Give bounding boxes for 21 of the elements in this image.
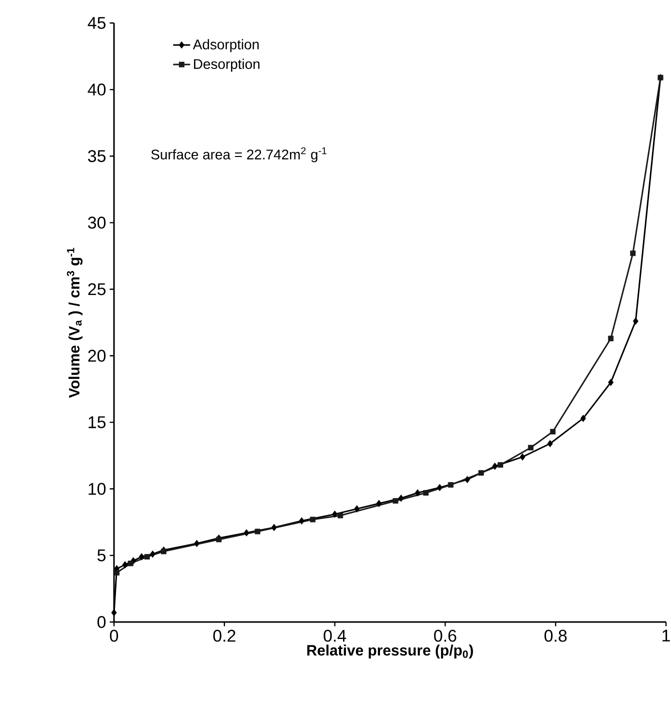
y-tick-label: 40 [88, 84, 106, 96]
y-tick-label: 10 [88, 482, 106, 495]
y-tick-label: 25 [88, 283, 106, 296]
y-tick-label: 0 [97, 616, 106, 628]
x-tick-label: 0.6 [434, 630, 456, 642]
x-axis-title: Relative pressure (p/p$_{0}$) [307, 644, 473, 659]
x-tick-label: 0.2 [213, 630, 236, 642]
x-tick-label: 0.8 [544, 630, 567, 642]
x-tick-label: 0 [110, 630, 118, 642]
y-tick-label: 30 [88, 216, 106, 229]
x-tick-label: 0.4 [324, 630, 346, 642]
y-tick-label: 45 [88, 17, 106, 29]
x-tick-label: 1 [662, 630, 670, 642]
annotation: Surface area = 22.742m$^{2}$ g$^{-1}$ [151, 147, 326, 162]
y-tick-label: 35 [88, 150, 106, 162]
y-tick-label: 20 [88, 350, 106, 362]
y-tick-label: 15 [88, 416, 106, 428]
legend-label: Desorption [194, 58, 260, 72]
y-axis-title: Volume (V$_{a}$ ) / cm$^{3}$ g$^{-1}$ [66, 248, 83, 398]
y-tick-label: 5 [97, 550, 106, 562]
legend-label: Adsorption [192, 39, 259, 52]
